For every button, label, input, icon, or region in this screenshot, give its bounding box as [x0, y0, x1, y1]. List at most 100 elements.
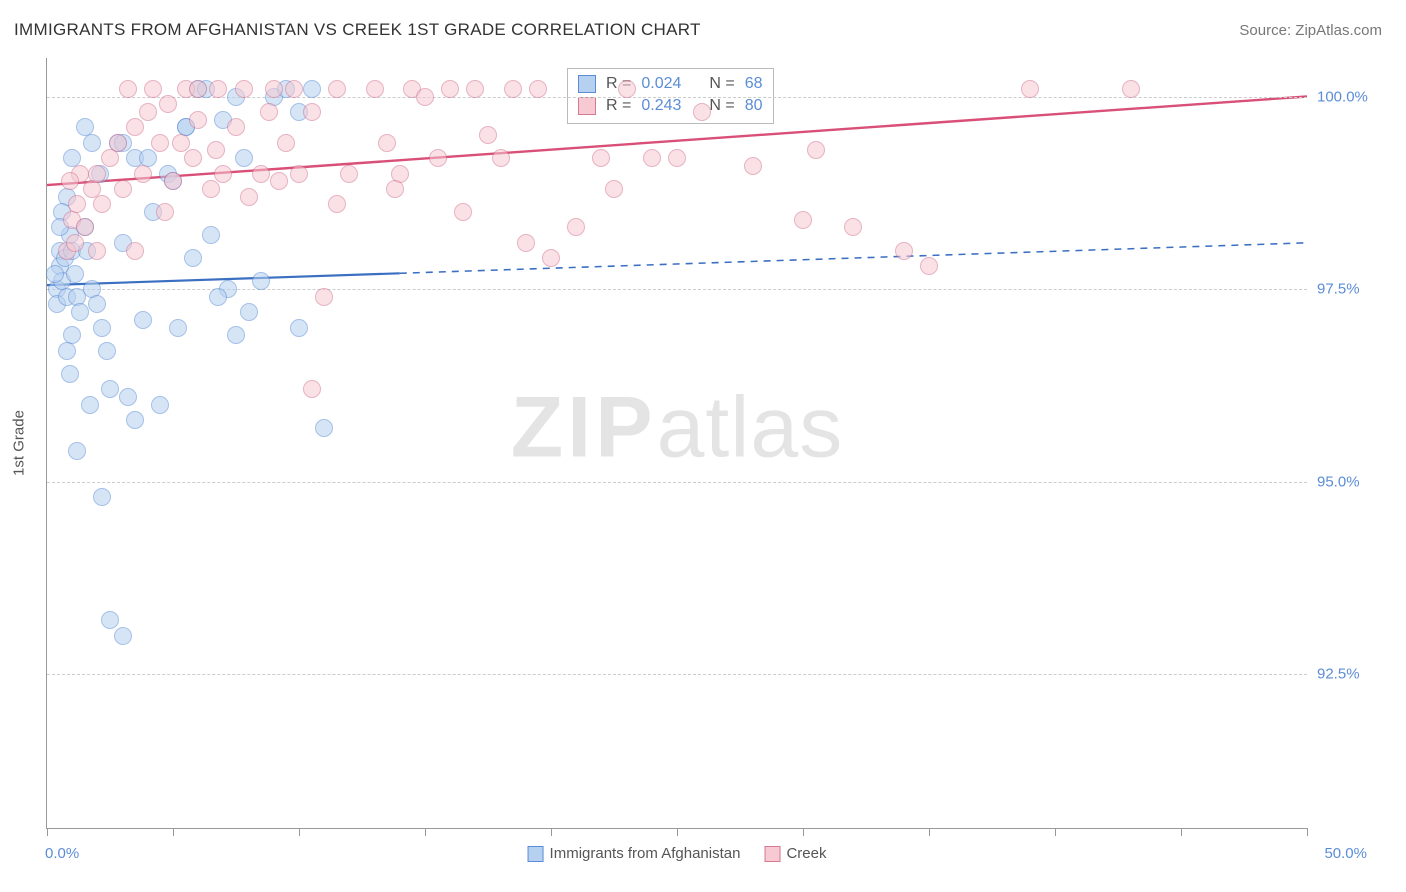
scatter-point [794, 211, 812, 229]
y-tick-label: 100.0% [1317, 88, 1381, 105]
scatter-point [643, 149, 661, 167]
scatter-point [340, 165, 358, 183]
scatter-point [46, 265, 64, 283]
scatter-point [592, 149, 610, 167]
scatter-point [240, 303, 258, 321]
scatter-point [209, 80, 227, 98]
chart-title: IMMIGRANTS FROM AFGHANISTAN VS CREEK 1ST… [14, 20, 701, 40]
scatter-point [139, 103, 157, 121]
scatter-point [366, 80, 384, 98]
x-tick [1055, 828, 1056, 836]
legend-label-blue: Immigrants from Afghanistan [550, 845, 741, 862]
scatter-point [270, 172, 288, 190]
scatter-point [807, 141, 825, 159]
scatter-point [202, 226, 220, 244]
scatter-point [93, 195, 111, 213]
legend-swatch-pink [764, 846, 780, 862]
scatter-point [88, 165, 106, 183]
scatter-point [66, 265, 84, 283]
scatter-point [303, 80, 321, 98]
x-axis-max-label: 50.0% [1324, 845, 1367, 862]
scatter-point [71, 303, 89, 321]
gridline-h [47, 674, 1307, 675]
scatter-point [328, 80, 346, 98]
scatter-point [693, 103, 711, 121]
stats-row-pink: R = 0.243 N = 80 [578, 95, 763, 117]
scatter-point [184, 249, 202, 267]
gridline-h [47, 482, 1307, 483]
header: IMMIGRANTS FROM AFGHANISTAN VS CREEK 1ST… [0, 0, 1406, 48]
scatter-point [144, 80, 162, 98]
scatter-point [290, 319, 308, 337]
scatter-point [88, 242, 106, 260]
scatter-point [169, 319, 187, 337]
stats-swatch-blue [578, 75, 596, 93]
scatter-point [315, 288, 333, 306]
scatter-point [227, 118, 245, 136]
legend-swatch-blue [528, 846, 544, 862]
scatter-point [378, 134, 396, 152]
legend-label-pink: Creek [786, 845, 826, 862]
scatter-point [114, 627, 132, 645]
scatter-point [416, 88, 434, 106]
scatter-point [290, 165, 308, 183]
scatter-point [429, 149, 447, 167]
scatter-point [93, 319, 111, 337]
y-tick-label: 95.0% [1317, 473, 1381, 490]
scatter-point [260, 103, 278, 121]
scatter-point [328, 195, 346, 213]
scatter-point [119, 388, 137, 406]
x-tick [173, 828, 174, 836]
y-axis-title: 1st Grade [11, 410, 28, 476]
scatter-point [68, 195, 86, 213]
scatter-point [93, 488, 111, 506]
x-tick [1307, 828, 1308, 836]
scatter-point [240, 188, 258, 206]
scatter-point [88, 295, 106, 313]
scatter-point [101, 380, 119, 398]
scatter-point [61, 172, 79, 190]
scatter-point [184, 149, 202, 167]
x-tick [929, 828, 930, 836]
x-tick [1181, 828, 1182, 836]
scatter-point [252, 272, 270, 290]
scatter-point [172, 134, 190, 152]
chart-container: 1st Grade ZIPatlas R = 0.024 N = 68 R = … [0, 48, 1406, 878]
scatter-point [504, 80, 522, 98]
scatter-point [466, 80, 484, 98]
scatter-point [454, 203, 472, 221]
scatter-point [151, 134, 169, 152]
scatter-point [98, 342, 116, 360]
scatter-point [58, 342, 76, 360]
x-tick [47, 828, 48, 836]
scatter-point [126, 118, 144, 136]
scatter-point [441, 80, 459, 98]
scatter-point [895, 242, 913, 260]
y-tick-label: 97.5% [1317, 281, 1381, 298]
scatter-point [189, 111, 207, 129]
scatter-point [252, 165, 270, 183]
scatter-point [214, 165, 232, 183]
scatter-point [303, 103, 321, 121]
x-tick [425, 828, 426, 836]
scatter-point [1021, 80, 1039, 98]
scatter-point [315, 419, 333, 437]
scatter-point [126, 242, 144, 260]
scatter-point [1122, 80, 1140, 98]
stats-swatch-pink [578, 97, 596, 115]
stats-row-blue: R = 0.024 N = 68 [578, 73, 763, 95]
scatter-point [81, 396, 99, 414]
scatter-point [159, 95, 177, 113]
scatter-point [265, 80, 283, 98]
scatter-point [76, 118, 94, 136]
scatter-point [114, 180, 132, 198]
scatter-point [61, 365, 79, 383]
scatter-point [209, 288, 227, 306]
scatter-point [277, 134, 295, 152]
plot-area: 1st Grade ZIPatlas R = 0.024 N = 68 R = … [46, 58, 1307, 829]
scatter-point [156, 203, 174, 221]
scatter-point [303, 380, 321, 398]
scatter-point [134, 165, 152, 183]
scatter-point [227, 326, 245, 344]
scatter-point [386, 180, 404, 198]
